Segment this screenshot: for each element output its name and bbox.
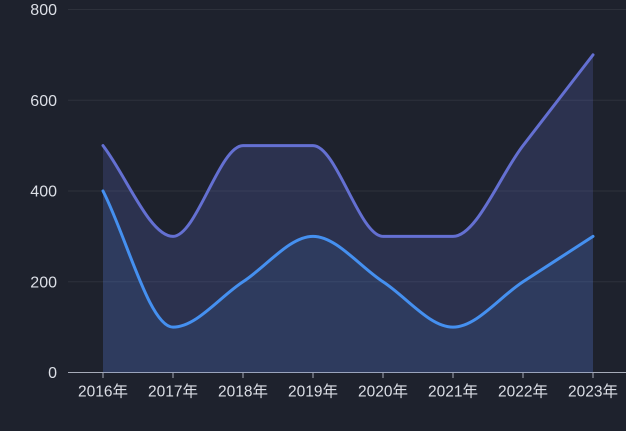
x-axis-label: 2022年	[498, 383, 548, 401]
x-axis-label: 2023年	[568, 383, 618, 401]
x-axis-label: 2018年	[218, 383, 268, 401]
x-axis-label: 2019年	[288, 383, 338, 401]
x-axis-label: 2016年	[78, 383, 128, 401]
y-axis-label: 0	[48, 365, 57, 382]
series-1-line	[101, 53, 595, 238]
y-axis-label: 200	[30, 274, 57, 291]
y-axis-label: 800	[30, 2, 57, 19]
x-axis-label: 2021年	[428, 383, 478, 401]
y-axis-label: 400	[30, 184, 57, 201]
series-2-line	[101, 189, 595, 329]
series-2-area	[103, 191, 593, 373]
y-axis-label: 600	[30, 93, 57, 110]
x-axis-label: 2017年	[148, 383, 198, 401]
series-1-area	[103, 54, 593, 373]
x-axis-label: 2020年	[358, 383, 408, 401]
